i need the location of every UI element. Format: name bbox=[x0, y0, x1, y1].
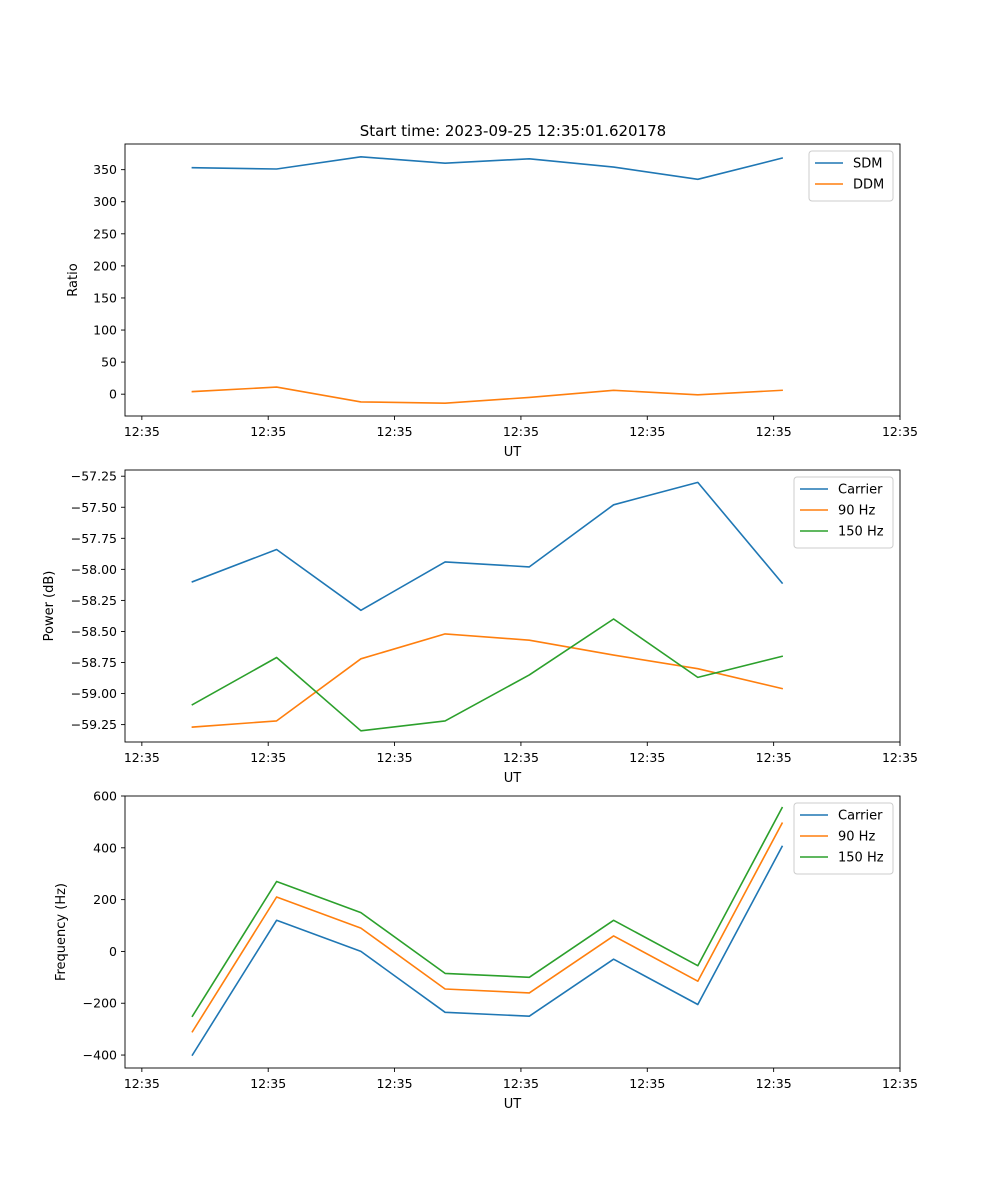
x-tick-label: 12:35 bbox=[124, 424, 160, 439]
y-tick-label: −59.25 bbox=[71, 717, 117, 732]
x-tick-label: 12:35 bbox=[250, 424, 286, 439]
y-axis-label: Power (dB) bbox=[42, 571, 57, 642]
y-tick-label: 0 bbox=[109, 944, 117, 959]
x-tick-label: 12:35 bbox=[629, 1076, 665, 1091]
series-line-150-hz bbox=[191, 618, 784, 732]
legend: Carrier 90 Hz 150 Hz bbox=[793, 476, 894, 549]
x-tick-label: 12:35 bbox=[629, 750, 665, 765]
series-line-sdm bbox=[191, 156, 784, 181]
x-tick-label: 12:35 bbox=[124, 750, 160, 765]
x-tick-label: 12:35 bbox=[377, 1076, 413, 1091]
legend-label-150-hz: 150 Hz bbox=[838, 525, 884, 540]
y-tick-label: −200 bbox=[83, 996, 117, 1011]
y-tick-label: 400 bbox=[93, 840, 117, 855]
x-tick-label: 12:35 bbox=[377, 750, 413, 765]
axes-frame bbox=[124, 143, 901, 417]
y-tick-label: 200 bbox=[93, 258, 117, 273]
y-tick-label: −58.50 bbox=[71, 624, 117, 639]
y-tick-label: −58.25 bbox=[71, 593, 117, 608]
x-axis-label: UT bbox=[504, 445, 522, 460]
y-tick-label: 100 bbox=[93, 323, 117, 338]
y-tick-label: −57.25 bbox=[71, 469, 117, 484]
x-tick-label: 12:35 bbox=[503, 750, 539, 765]
y-tick-label: −57.75 bbox=[71, 531, 117, 546]
series-line-carrier bbox=[191, 481, 784, 612]
legend-label-ddm: DDM bbox=[853, 178, 884, 193]
y-tick-label: 0 bbox=[109, 387, 117, 402]
chart-2: 12:35 12:35 12:35 12:35 12:35 12:35 12:35 −59.2… bbox=[42, 469, 918, 786]
y-tick-label: 200 bbox=[93, 892, 117, 907]
x-axis-label: UT bbox=[504, 771, 522, 786]
chart-3: 12:35 12:35 12:35 12:35 12:35 12:35 12:35 −400 −… bbox=[54, 789, 918, 1113]
y-tick-label: −58.00 bbox=[71, 562, 117, 577]
x-tick-label: 12:35 bbox=[503, 424, 539, 439]
y-axis-label: Frequency (Hz) bbox=[54, 883, 69, 981]
x-tick-label: 12:35 bbox=[756, 424, 792, 439]
x-tick-label: 12:35 bbox=[882, 1076, 918, 1091]
legend-label-sdm: SDM bbox=[853, 157, 882, 172]
x-axis-label: UT bbox=[504, 1097, 522, 1112]
axes-frame bbox=[124, 469, 901, 743]
x-tick-label: 12:35 bbox=[882, 750, 918, 765]
y-tick-label: −400 bbox=[83, 1048, 117, 1063]
y-tick-label: 250 bbox=[93, 226, 117, 241]
x-tick-label: 12:35 bbox=[503, 1076, 539, 1091]
legend: SDM DDM bbox=[808, 150, 894, 202]
x-tick-label: 12:35 bbox=[377, 424, 413, 439]
figure-title: Start time: 2023-09-25 12:35:01.620178 bbox=[360, 122, 666, 140]
series-line-150-hz bbox=[191, 806, 784, 1018]
series-line-90-hz bbox=[191, 822, 784, 1033]
y-tick-label: −57.50 bbox=[71, 500, 117, 515]
x-tick-label: 12:35 bbox=[629, 424, 665, 439]
y-tick-label: 350 bbox=[93, 162, 117, 177]
y-tick-label: −59.00 bbox=[71, 686, 117, 701]
series-line-90-hz bbox=[191, 633, 784, 728]
legend-label-carrier: Carrier bbox=[838, 483, 883, 498]
y-tick-label: 600 bbox=[93, 789, 117, 804]
x-tick-label: 12:35 bbox=[124, 1076, 160, 1091]
y-tick-label: 150 bbox=[93, 290, 117, 305]
x-tick-label: 12:35 bbox=[756, 1076, 792, 1091]
legend-label-150-hz: 150 Hz bbox=[838, 851, 884, 866]
x-tick-label: 12:35 bbox=[882, 424, 918, 439]
legend-label-90-hz: 90 Hz bbox=[838, 830, 875, 845]
legend-label-carrier: Carrier bbox=[838, 809, 883, 824]
x-tick-label: 12:35 bbox=[250, 1076, 286, 1091]
series-line-carrier bbox=[191, 845, 784, 1057]
y-axis-label: Ratio bbox=[66, 263, 81, 296]
y-tick-label: 50 bbox=[101, 355, 117, 370]
chart-1: 12:35 12:35 12:35 12:35 12:35 12:35 12:35 0 50 10… bbox=[66, 143, 918, 460]
legend: Carrier 90 Hz 150 Hz bbox=[793, 802, 894, 875]
series-line-ddm bbox=[191, 386, 783, 405]
axes-frame bbox=[124, 795, 901, 1069]
y-tick-label: 300 bbox=[93, 194, 117, 209]
legend-label-90-hz: 90 Hz bbox=[838, 504, 875, 519]
y-tick-label: −58.75 bbox=[71, 655, 117, 670]
x-tick-label: 12:35 bbox=[756, 750, 792, 765]
x-tick-label: 12:35 bbox=[250, 750, 286, 765]
